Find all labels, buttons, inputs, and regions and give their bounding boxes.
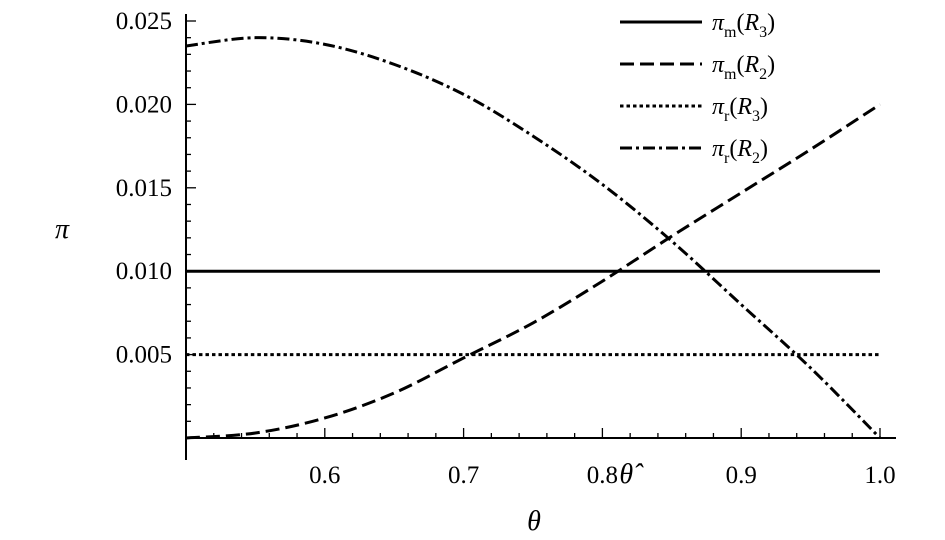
x-tick-label: 0.9 [726,462,757,489]
legend-label-2: πm(R2) [712,52,775,83]
x-tick-label: 0.7 [448,462,479,489]
series-group [185,36,882,440]
x-tick-label: 0.6 [309,462,340,489]
y-tick-label: 0.005 [116,342,172,369]
x-axis-title: θ [527,506,541,537]
series-line-4 [185,36,882,440]
theta-hat-annotation: θ̂ [619,459,644,490]
y-axis-title: π [55,214,70,245]
y-tick-label: 0.025 [116,8,172,35]
x-tick-label: 0.8 [587,462,618,489]
legend-label-1: πm(R3) [712,10,775,41]
legend-label-4: πr(R2) [712,136,768,167]
x-tick-label: 1.0 [864,462,895,489]
legend: πm(R3) πm(R2) πr(R3) πr(R2) [620,10,775,167]
y-tick-label: 0.015 [116,175,172,202]
legend-label-3: πr(R3) [712,94,768,125]
y-tick-label: 0.010 [116,258,172,285]
axes: 0.005 0.010 0.015 0.020 0.025 0.6 0.7 0.8 0.9 1.0… [116,8,896,490]
y-tick-label: 0.020 [116,91,172,118]
series-line-2 [185,103,881,440]
